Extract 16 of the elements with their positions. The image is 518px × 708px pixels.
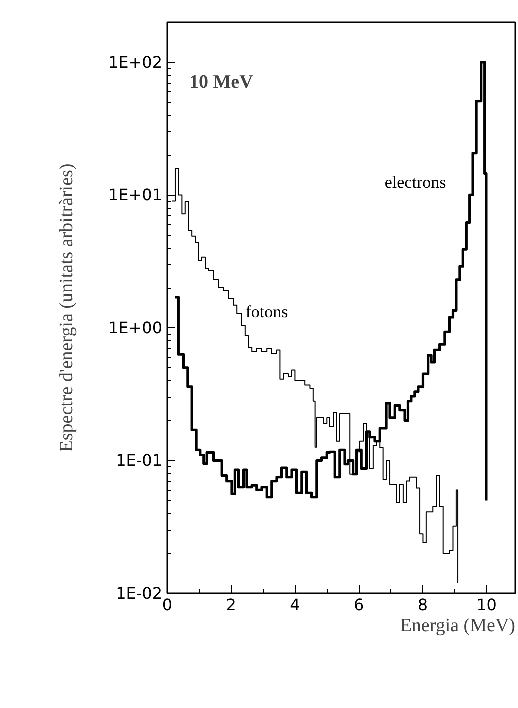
x-tick-label: 4 bbox=[290, 596, 300, 614]
y-tick-label: 1E+02 bbox=[108, 52, 163, 72]
series-label: electrons bbox=[384, 172, 446, 192]
x-tick-label: 8 bbox=[418, 596, 428, 614]
y-tick-label: 1E+01 bbox=[108, 186, 163, 205]
x-tick-label: 10 bbox=[476, 596, 497, 614]
x-tick-label: 2 bbox=[226, 596, 236, 614]
y-axis-title: Espectre d'energia (unitats arbitràries) bbox=[56, 164, 78, 452]
x-tick-label: 0 bbox=[162, 596, 173, 614]
x-axis-title: Energia (MeV) bbox=[400, 616, 516, 636]
annotation: 10 MeV bbox=[190, 72, 254, 93]
x-tick-label: 6 bbox=[354, 596, 364, 614]
y-tick-label: 1E+00 bbox=[108, 318, 163, 338]
y-tick-label: 1E-02 bbox=[116, 584, 162, 603]
y-tick-label: 1E-01 bbox=[116, 451, 162, 470]
series-label: fotons bbox=[246, 302, 288, 322]
